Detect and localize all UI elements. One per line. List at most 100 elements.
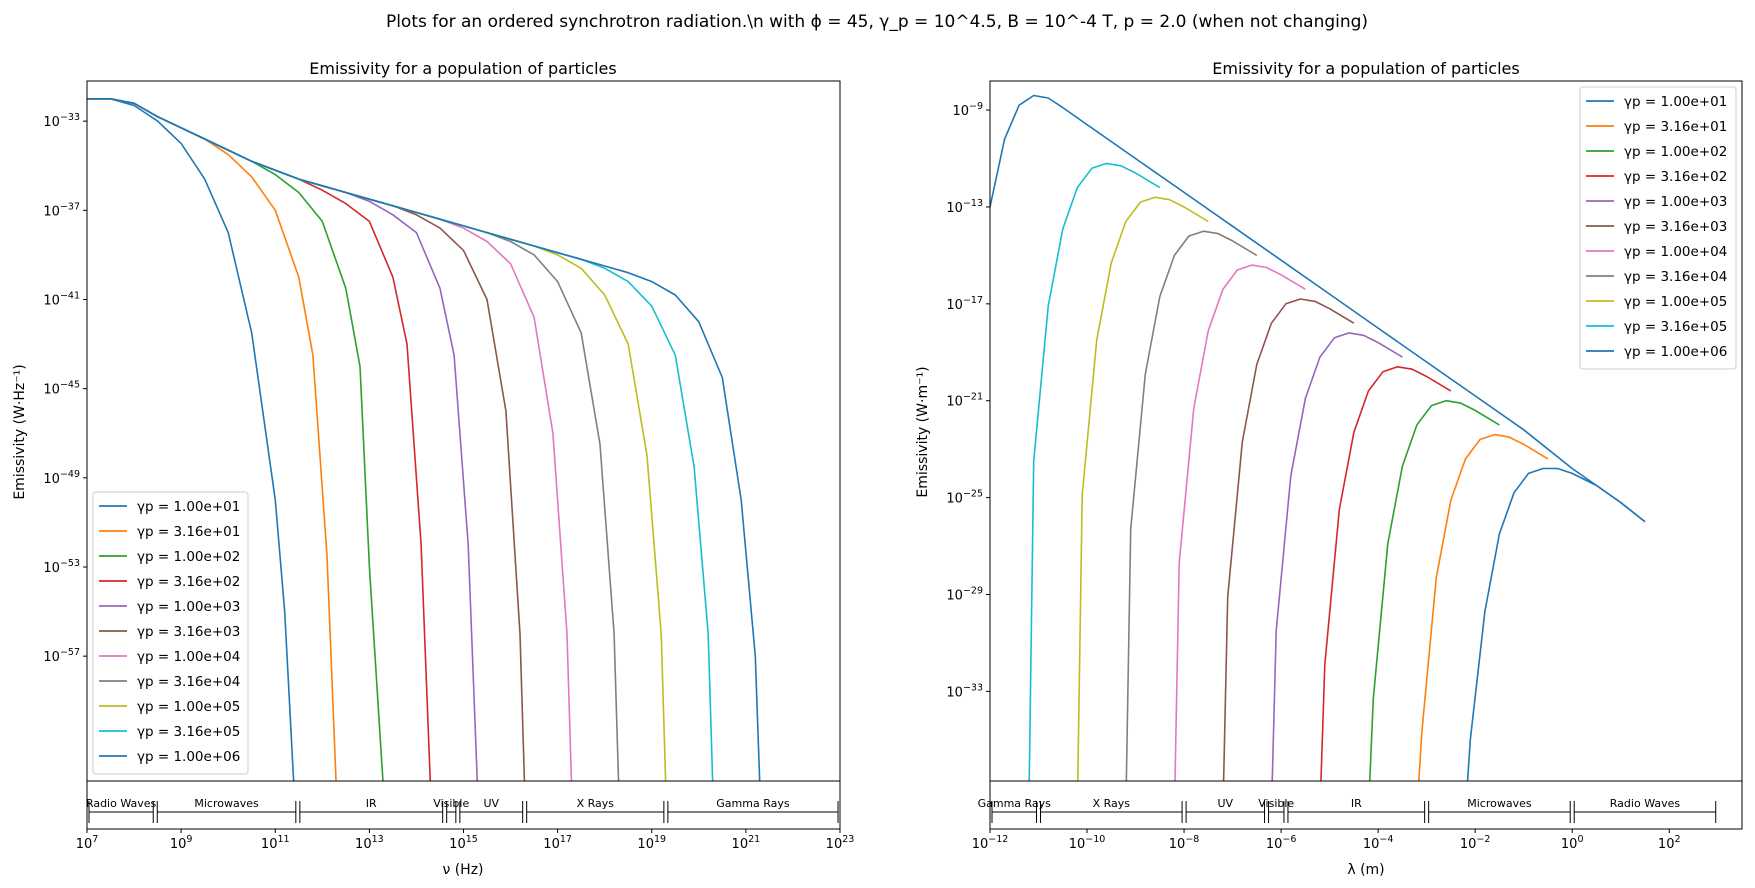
right-legend-label-2: γp = 1.00e+02: [1624, 144, 1727, 160]
right-legend-label-8: γp = 1.00e+05: [1624, 294, 1727, 310]
right-legend-label-4: γp = 1.00e+03: [1624, 194, 1727, 210]
right-legend-label-6: γp = 1.00e+04: [1624, 244, 1727, 260]
right-legend-label-0: γp = 1.00e+01: [1624, 94, 1727, 110]
right-plot-title: Emissivity for a population of particles: [1212, 59, 1519, 78]
left-x-tick-label-5: 1017: [543, 834, 572, 852]
left-series-lines: [87, 98, 761, 781]
left-legend-label-7: γp = 3.16e+04: [137, 674, 240, 690]
right-band-label-4: IR: [1351, 797, 1362, 810]
right-series-lines: [990, 94, 1646, 781]
left-legend-label-3: γp = 3.16e+02: [137, 574, 240, 590]
left-y-tick-label-3: 10−45: [43, 380, 80, 398]
right-series-line-10: [990, 94, 1646, 523]
left-panel: Emissivity for a population of particles…: [12, 59, 854, 878]
right-series-line-9: [1028, 162, 1161, 781]
left-plot-title: Emissivity for a population of particles: [309, 59, 616, 78]
right-y-axis-label: Emissivity (W·m⁻¹): [915, 366, 931, 497]
right-panel: Emissivity for a population of particles…: [915, 59, 1743, 878]
left-y-tick-label-6: 10−57: [43, 647, 80, 665]
left-x-tick-label-1: 109: [170, 834, 193, 852]
right-band-label-1: X Rays: [1093, 797, 1131, 810]
right-x-tick-label-0: 10−12: [972, 834, 1009, 852]
left-legend-label-9: γp = 3.16e+05: [137, 724, 240, 740]
right-legend-label-7: γp = 3.16e+04: [1624, 269, 1727, 285]
left-legend-items: γp = 1.00e+01 γp = 3.16e+01 γp = 1.00e+02 γ…: [99, 499, 240, 765]
right-x-tick-label-2: 10−8: [1169, 834, 1200, 852]
right-series-line-3: [1320, 365, 1452, 781]
right-legend-label-10: γp = 1.00e+06: [1624, 344, 1727, 360]
figure-suptitle: Plots for an ordered synchrotron radiati…: [386, 12, 1368, 32]
left-legend-label-2: γp = 1.00e+02: [137, 549, 240, 565]
left-legend-box: [92, 491, 249, 775]
left-y-tick-label-5: 10−53: [43, 558, 80, 576]
right-band-label-6: Radio Waves: [1610, 797, 1681, 810]
right-series-line-7: [1125, 230, 1258, 781]
right-x-tick-label-3: 10−6: [1266, 834, 1297, 852]
right-y-tick-label-0: 10−9: [952, 101, 983, 119]
right-band-label-3: Visible: [1258, 797, 1294, 810]
right-series-line-5: [1222, 298, 1355, 781]
right-y-tick-label-5: 10−29: [946, 585, 983, 603]
right-band-label-2: UV: [1218, 797, 1234, 810]
right-y-tick-label-3: 10−21: [946, 392, 983, 410]
left-x-tick-label-3: 1013: [355, 834, 384, 852]
right-series-line-4: [1271, 332, 1403, 781]
right-x-tick-label-1: 10−10: [1069, 834, 1106, 852]
right-x-tick-label-5: 10−2: [1460, 834, 1491, 852]
right-legend: γp = 1.00e+01 γp = 3.16e+01 γp = 1.00e+02 γ…: [1579, 86, 1737, 370]
left-y-tick-label-1: 10−37: [43, 201, 80, 219]
left-legend-label-1: γp = 3.16e+01: [137, 524, 240, 540]
left-band-label-4: UV: [483, 797, 499, 810]
right-y-tick-label-2: 10−17: [946, 295, 983, 313]
left-x-axis-label: ν (Hz): [442, 862, 483, 878]
right-y-tick-label-4: 10−25: [946, 489, 983, 507]
right-series-line-1: [1418, 433, 1549, 781]
left-spectrum-bands: Radio Waves Microwaves IR Visible UV X Rays Ga…: [86, 797, 839, 823]
left-legend-label-6: γp = 1.00e+04: [137, 649, 240, 665]
right-series-line-6: [1174, 264, 1306, 781]
left-x-tick-label-6: 1019: [637, 834, 666, 852]
right-legend-label-9: γp = 3.16e+05: [1624, 319, 1727, 335]
left-y-axis-label: Emissivity (W·Hz⁻¹): [12, 364, 28, 499]
left-y-axis: 10−33 10−37 10−41 10−45 10−49 10−53 10−57: [43, 112, 87, 665]
right-band-label-5: Microwaves: [1467, 797, 1532, 810]
left-legend-label-10: γp = 1.00e+06: [137, 749, 240, 765]
right-band-axis-frame: [989, 780, 1743, 830]
right-y-axis: 10−9 10−13 10−17 10−21 10−25 10−29 10−33: [946, 101, 990, 700]
left-legend-label-8: γp = 1.00e+05: [137, 699, 240, 715]
right-x-tick-label-4: 10−4: [1363, 834, 1394, 852]
left-legend: γp = 1.00e+01 γp = 3.16e+01 γp = 1.00e+02 γ…: [92, 491, 249, 775]
left-band-label-1: Microwaves: [194, 797, 259, 810]
left-x-tick-label-4: 1015: [449, 834, 478, 852]
right-x-axis-label: λ (m): [1347, 862, 1384, 878]
left-band-label-2: IR: [366, 797, 377, 810]
left-x-axis: 107 109 1011 1013 1015 1017 1019 1021 1023: [76, 829, 855, 852]
right-x-tick-label-6: 100: [1561, 834, 1584, 852]
left-x-tick-label-8: 1023: [826, 834, 855, 852]
left-band-label-6: Gamma Rays: [716, 797, 790, 810]
right-spectrum-bands: Gamma Rays X Rays UV Visible IR Microwaves Rad…: [978, 797, 1717, 823]
right-series-line-8: [1076, 196, 1209, 781]
left-x-tick-label-0: 107: [76, 834, 99, 852]
left-legend-label-4: γp = 1.00e+03: [137, 599, 240, 615]
left-legend-label-5: γp = 3.16e+03: [137, 624, 240, 640]
right-legend-label-3: γp = 3.16e+02: [1624, 169, 1727, 185]
left-legend-label-0: γp = 1.00e+01: [137, 499, 240, 515]
left-y-tick-label-0: 10−33: [43, 112, 80, 130]
right-series-line-2: [1368, 399, 1500, 781]
right-band-label-0: Gamma Rays: [978, 797, 1052, 810]
left-band-label-5: X Rays: [577, 797, 615, 810]
left-y-tick-label-4: 10−49: [43, 469, 80, 487]
left-x-tick-label-2: 1011: [261, 834, 290, 852]
right-x-axis: 10−12 10−10 10−8 10−6 10−4 10−2 100 102: [972, 829, 1681, 852]
left-band-label-0: Radio Waves: [86, 797, 157, 810]
right-y-tick-label-1: 10−13: [946, 198, 983, 216]
left-x-tick-label-7: 1021: [732, 834, 761, 852]
right-x-tick-label-7: 102: [1658, 834, 1681, 852]
right-legend-items: γp = 1.00e+01 γp = 3.16e+01 γp = 1.00e+02 γ…: [1586, 94, 1727, 360]
right-legend-label-1: γp = 3.16e+01: [1624, 119, 1727, 135]
left-y-tick-label-2: 10−41: [43, 290, 80, 308]
right-y-tick-label-6: 10−33: [946, 682, 983, 700]
